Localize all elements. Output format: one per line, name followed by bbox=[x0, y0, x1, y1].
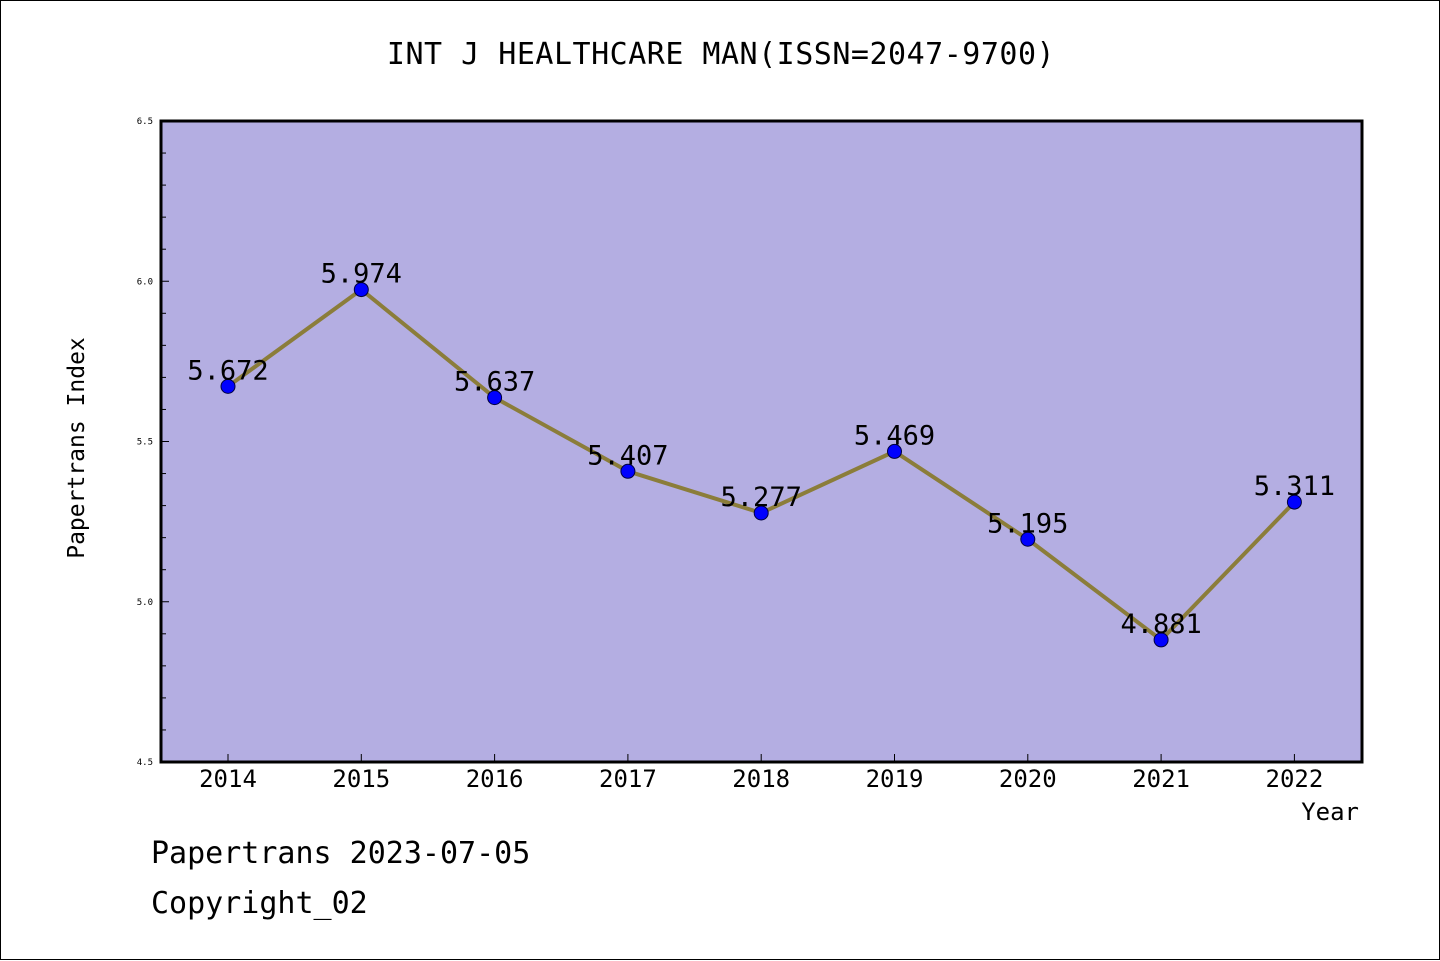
plot-frame bbox=[159, 119, 1364, 764]
data-point bbox=[1020, 531, 1036, 547]
y-tick-label: 5.0 bbox=[137, 598, 153, 608]
data-label: 5.311 bbox=[1254, 471, 1335, 502]
y-tick-label: 4.5 bbox=[137, 758, 153, 768]
data-label: 5.637 bbox=[454, 367, 535, 398]
data-label: 5.672 bbox=[187, 355, 268, 386]
x-axis-label: Year bbox=[1301, 798, 1359, 826]
data-label: 4.881 bbox=[1120, 609, 1201, 640]
x-tick-label: 2014 bbox=[199, 765, 257, 793]
data-point bbox=[887, 443, 902, 459]
data-label: 5.407 bbox=[587, 440, 668, 471]
data-point bbox=[487, 390, 503, 406]
y-tick-label: 6.0 bbox=[137, 277, 153, 287]
data-label: 5.277 bbox=[721, 482, 802, 513]
x-tick-label: 2019 bbox=[866, 765, 924, 793]
x-tick-label: 2021 bbox=[1132, 765, 1190, 793]
y-tick-label: 5.5 bbox=[137, 438, 153, 448]
x-tick-label: 2022 bbox=[1266, 765, 1324, 793]
plot-area bbox=[161, 121, 1362, 762]
data-point bbox=[753, 505, 769, 521]
data-point bbox=[1286, 494, 1302, 510]
data-point bbox=[353, 282, 369, 298]
data-label: 5.974 bbox=[321, 259, 402, 290]
footer-date: Papertrans 2023-07-05 bbox=[151, 836, 531, 871]
data-label: 5.469 bbox=[854, 420, 935, 451]
data-point bbox=[220, 378, 236, 394]
footer-copyright: Copyright_02 bbox=[151, 886, 368, 921]
data-label: 5.195 bbox=[987, 508, 1068, 539]
x-tick-label: 2016 bbox=[466, 765, 524, 793]
data-point bbox=[620, 463, 636, 479]
x-tick-label: 2020 bbox=[999, 765, 1057, 793]
chart-title: INT J HEALTHCARE MAN(ISSN=2047-9700) bbox=[386, 37, 1056, 72]
y-tick-label: 6.5 bbox=[137, 117, 153, 127]
x-tick-label: 2018 bbox=[732, 765, 790, 793]
x-tick-label: 2017 bbox=[599, 765, 657, 793]
data-point bbox=[1153, 632, 1169, 648]
x-tick-label: 2015 bbox=[332, 765, 390, 793]
